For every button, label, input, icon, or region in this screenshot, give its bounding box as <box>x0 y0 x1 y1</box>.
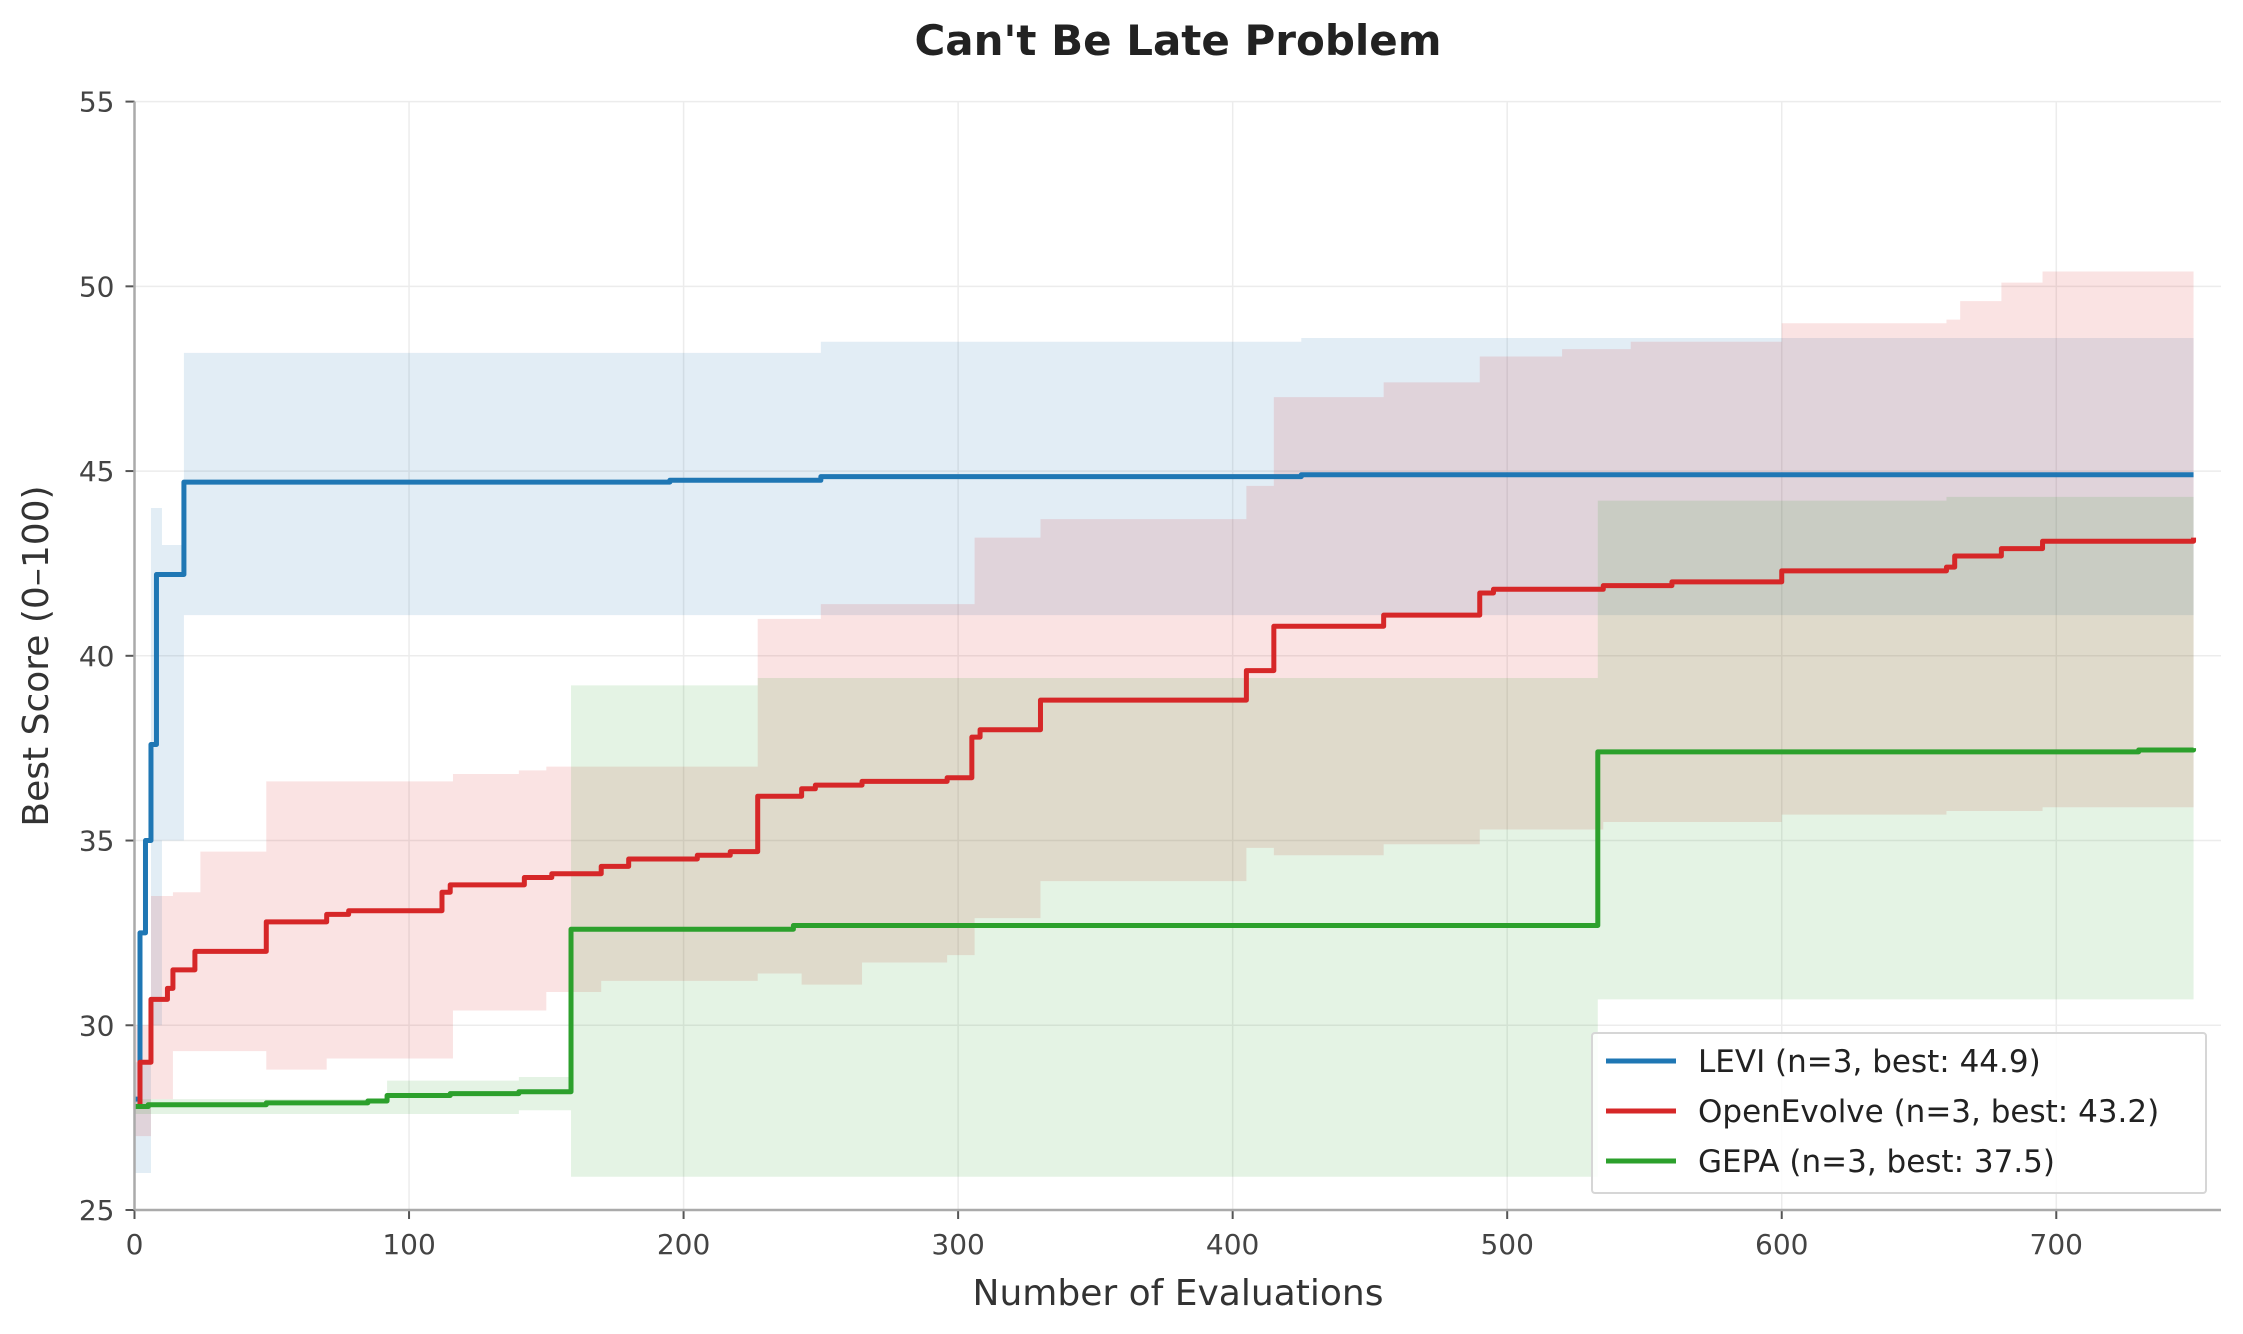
x-tick-label: 400 <box>1206 1228 1259 1261</box>
y-tick-label: 45 <box>79 455 115 488</box>
x-tick-label: 300 <box>931 1228 984 1261</box>
legend-label: GEPA (n=3, best: 37.5) <box>1698 1144 2055 1180</box>
legend-label: LEVI (n=3, best: 44.9) <box>1698 1044 2041 1080</box>
x-tick-label: 0 <box>126 1228 144 1261</box>
y-axis-label: Best Score (0–100) <box>16 485 57 826</box>
y-tick-label: 50 <box>79 270 115 303</box>
x-tick-label: 500 <box>1480 1228 1533 1261</box>
x-tick-label: 100 <box>382 1228 435 1261</box>
y-tick-label: 40 <box>79 640 115 673</box>
series-lines <box>134 472 2197 1110</box>
x-tick-label: 700 <box>2030 1228 2083 1261</box>
legend-label: OpenEvolve (n=3, best: 43.2) <box>1698 1094 2159 1130</box>
band-levi <box>134 338 2194 1174</box>
chart-title: Can't Be Late Problem <box>914 16 1441 65</box>
x-axis-label: Number of Evaluations <box>973 1273 1384 1314</box>
x-tick-label: 600 <box>1755 1228 1808 1261</box>
y-tick-label: 30 <box>79 1009 115 1042</box>
confidence-bands <box>134 271 2194 1177</box>
band-openevolve <box>134 271 2194 1137</box>
y-tick-label: 25 <box>79 1194 115 1227</box>
line-openevolve <box>134 537 2197 1110</box>
line-gepa <box>134 747 2197 1110</box>
x-tick-label: 200 <box>657 1228 710 1261</box>
legend-box <box>1591 1032 2207 1194</box>
axes: 0 100 200 300 400 500 600 700 25 30 35 40 45 50 55 <box>79 86 2221 1261</box>
legend: LEVI (n=3, best: 44.9) OpenEvolve (n=3, b… <box>1591 1032 2207 1194</box>
y-tick-label: 55 <box>79 86 115 119</box>
band-gepa <box>134 493 2194 1177</box>
line-levi <box>134 472 2194 1102</box>
y-tick-label: 35 <box>79 825 115 858</box>
